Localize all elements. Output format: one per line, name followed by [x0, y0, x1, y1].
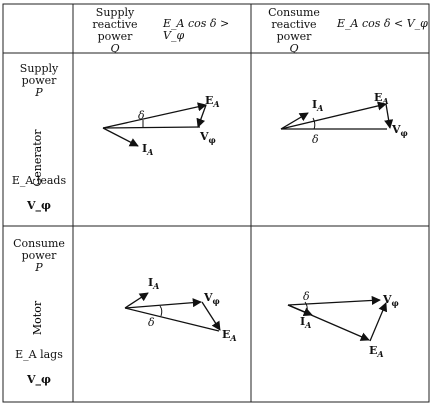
- phasor-diagram-motor-supply: [124, 292, 221, 332]
- label-ia: IA: [142, 142, 153, 157]
- ea-phasor: [102, 102, 207, 129]
- header-supply-q: Supply reactive power Q: [92, 6, 138, 55]
- jxs-ia-phasor: [196, 104, 207, 128]
- v-phasor: [287, 295, 381, 306]
- delta-arc: [159, 305, 163, 317]
- label-v: Vφ: [391, 123, 408, 138]
- delta-arc: [304, 301, 308, 312]
- label-ea: EA: [205, 94, 220, 109]
- header-consume-q: Consume reactive power Q: [268, 6, 320, 55]
- row-generator-ref: V_φ: [27, 199, 51, 212]
- ia-phasor: [280, 112, 309, 130]
- v-phasor: [124, 298, 202, 309]
- label-ia: IA: [148, 276, 159, 291]
- label-ia: IA: [300, 315, 311, 330]
- label-v: Vφ: [199, 130, 216, 145]
- label-delta: δ: [148, 316, 155, 329]
- label-ea: EA: [374, 91, 389, 106]
- phasor-diagram-motor-consume: [287, 295, 388, 342]
- delta-arc: [312, 117, 316, 130]
- ia-phasor: [124, 292, 149, 309]
- label-delta: δ: [312, 133, 319, 146]
- row-generator-relation: E_A leads: [11, 174, 67, 187]
- row-label-motor: Motor: [31, 300, 44, 335]
- ia-phasor: [102, 127, 139, 147]
- label-ea: EA: [369, 344, 384, 359]
- row-generator-power: Supply power P: [19, 62, 59, 99]
- label-v: Vφ: [203, 291, 220, 306]
- label-delta: δ: [138, 109, 145, 122]
- jxs-ia-phasor: [369, 302, 388, 342]
- label-ea: EA: [222, 328, 237, 343]
- jxs-ia-phasor: [201, 301, 221, 331]
- row-motor-relation: E_A lags: [15, 348, 63, 361]
- v-phasor-shaft: [102, 126, 201, 129]
- row-label-generator: Generator: [31, 129, 44, 187]
- phasor-diagram-generator-supply: [102, 102, 207, 147]
- phasor-diagram-generator-consume: [280, 101, 394, 130]
- label-v: Vφ: [382, 293, 399, 308]
- ea-phasor: [280, 101, 387, 130]
- row-motor-power: Consume power P: [13, 237, 65, 274]
- jxs-ia-phasor: [384, 103, 394, 129]
- label-delta: δ: [303, 290, 310, 303]
- header-supply-condition: E_A cos δ > V_φ: [163, 17, 230, 42]
- outer-border: [2, 3, 430, 403]
- ia-phasor: [287, 304, 313, 317]
- row-motor-ref: V_φ: [27, 373, 51, 386]
- header-consume-condition: E_A cos δ < V_φ: [337, 17, 428, 30]
- ea-phasor-shaft: [124, 307, 220, 332]
- label-ia: IA: [312, 98, 323, 113]
